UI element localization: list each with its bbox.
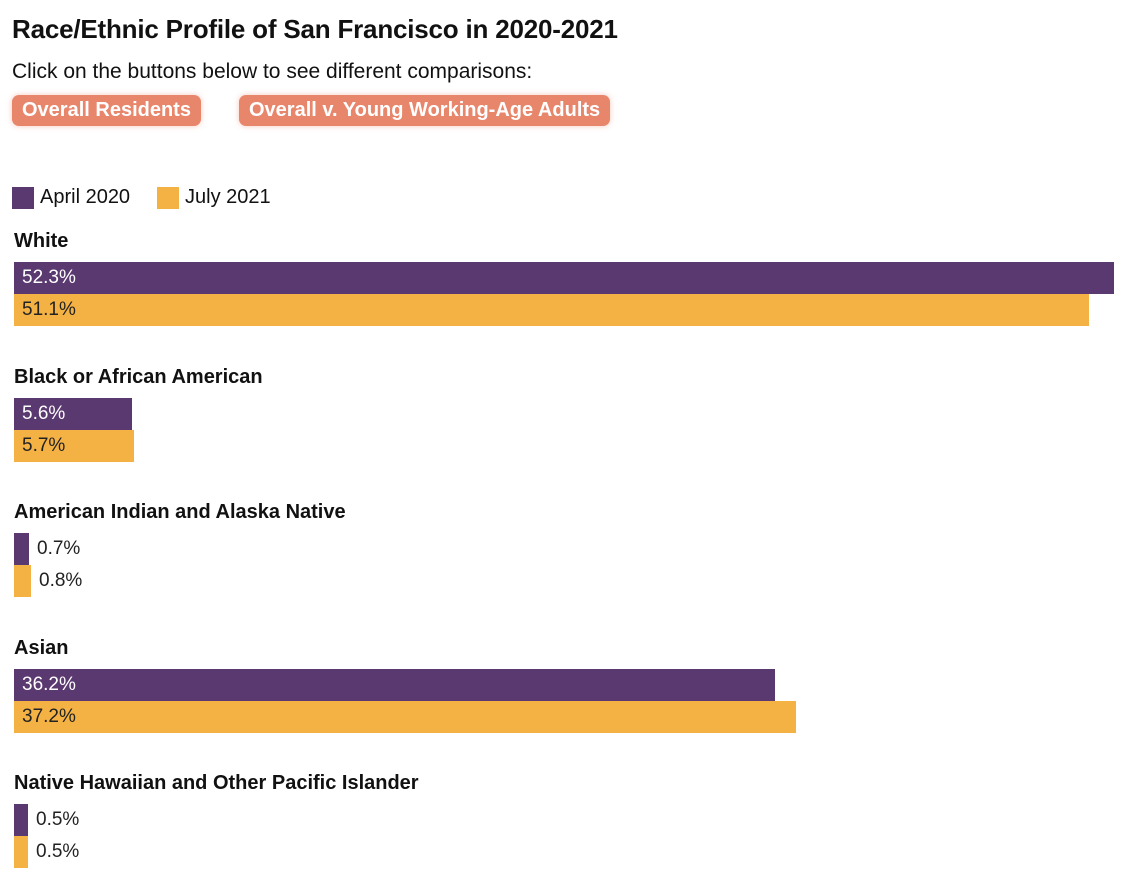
instructions-text: Click on the buttons below to see differ… <box>12 60 533 83</box>
legend-swatch-april-2020 <box>12 187 34 209</box>
chart-title: Race/Ethnic Profile of San Francisco in … <box>12 14 618 44</box>
bar-white-april-2020 <box>14 262 1114 294</box>
category-label-american-indian-and-alaska-native: American Indian and Alaska Native <box>14 501 346 523</box>
data-label-white-april-2020: 52.3% <box>22 267 76 288</box>
data-label-black-or-african-american-april-2020: 5.6% <box>22 402 66 424</box>
bar-american-indian-and-alaska-native-july-2021 <box>14 565 31 597</box>
bar-white-july-2021 <box>14 294 1089 326</box>
category-label-asian: Asian <box>14 636 69 659</box>
data-label-black-or-african-american-july-2021: 5.7% <box>22 434 66 456</box>
bar-native-hawaiian-and-other-pacific-islander-july-2021 <box>14 836 28 868</box>
data-label-american-indian-and-alaska-native-april-2020: 0.7% <box>37 538 81 559</box>
legend-label-april-2020: April 2020 <box>40 186 131 208</box>
legend-label-july-2021: July 2021 <box>185 186 271 208</box>
data-label-asian-july-2021: 37.2% <box>22 705 76 727</box>
category-label-black-or-african-american: Black or African American <box>14 365 263 388</box>
legend-swatch-july-2021 <box>157 187 179 209</box>
bar-black-or-african-american-july-2021 <box>14 429 134 462</box>
overall-vs-young-adults-button[interactable]: Overall v. Young Working-Age Adults <box>239 95 611 126</box>
bar-american-indian-and-alaska-native-april-2020 <box>14 533 29 565</box>
bar-black-or-african-american-april-2020 <box>14 397 132 430</box>
data-label-asian-april-2020: 36.2% <box>22 673 76 695</box>
data-label-american-indian-and-alaska-native-july-2021: 0.8% <box>39 570 83 591</box>
data-label-native-hawaiian-and-other-pacific-islander-april-2020: 0.5% <box>36 809 80 830</box>
bar-native-hawaiian-and-other-pacific-islander-april-2020 <box>14 804 28 836</box>
overall-residents-button[interactable]: Overall Residents <box>12 95 201 126</box>
data-label-native-hawaiian-and-other-pacific-islander-july-2021: 0.5% <box>36 841 80 862</box>
bar-asian-july-2021 <box>14 700 796 733</box>
bar-asian-april-2020 <box>14 668 775 701</box>
category-label-white: White <box>14 230 69 252</box>
data-label-white-july-2021: 51.1% <box>22 299 76 320</box>
category-label-native-hawaiian-and-other-pacific-islander: Native Hawaiian and Other Pacific Island… <box>14 772 419 794</box>
